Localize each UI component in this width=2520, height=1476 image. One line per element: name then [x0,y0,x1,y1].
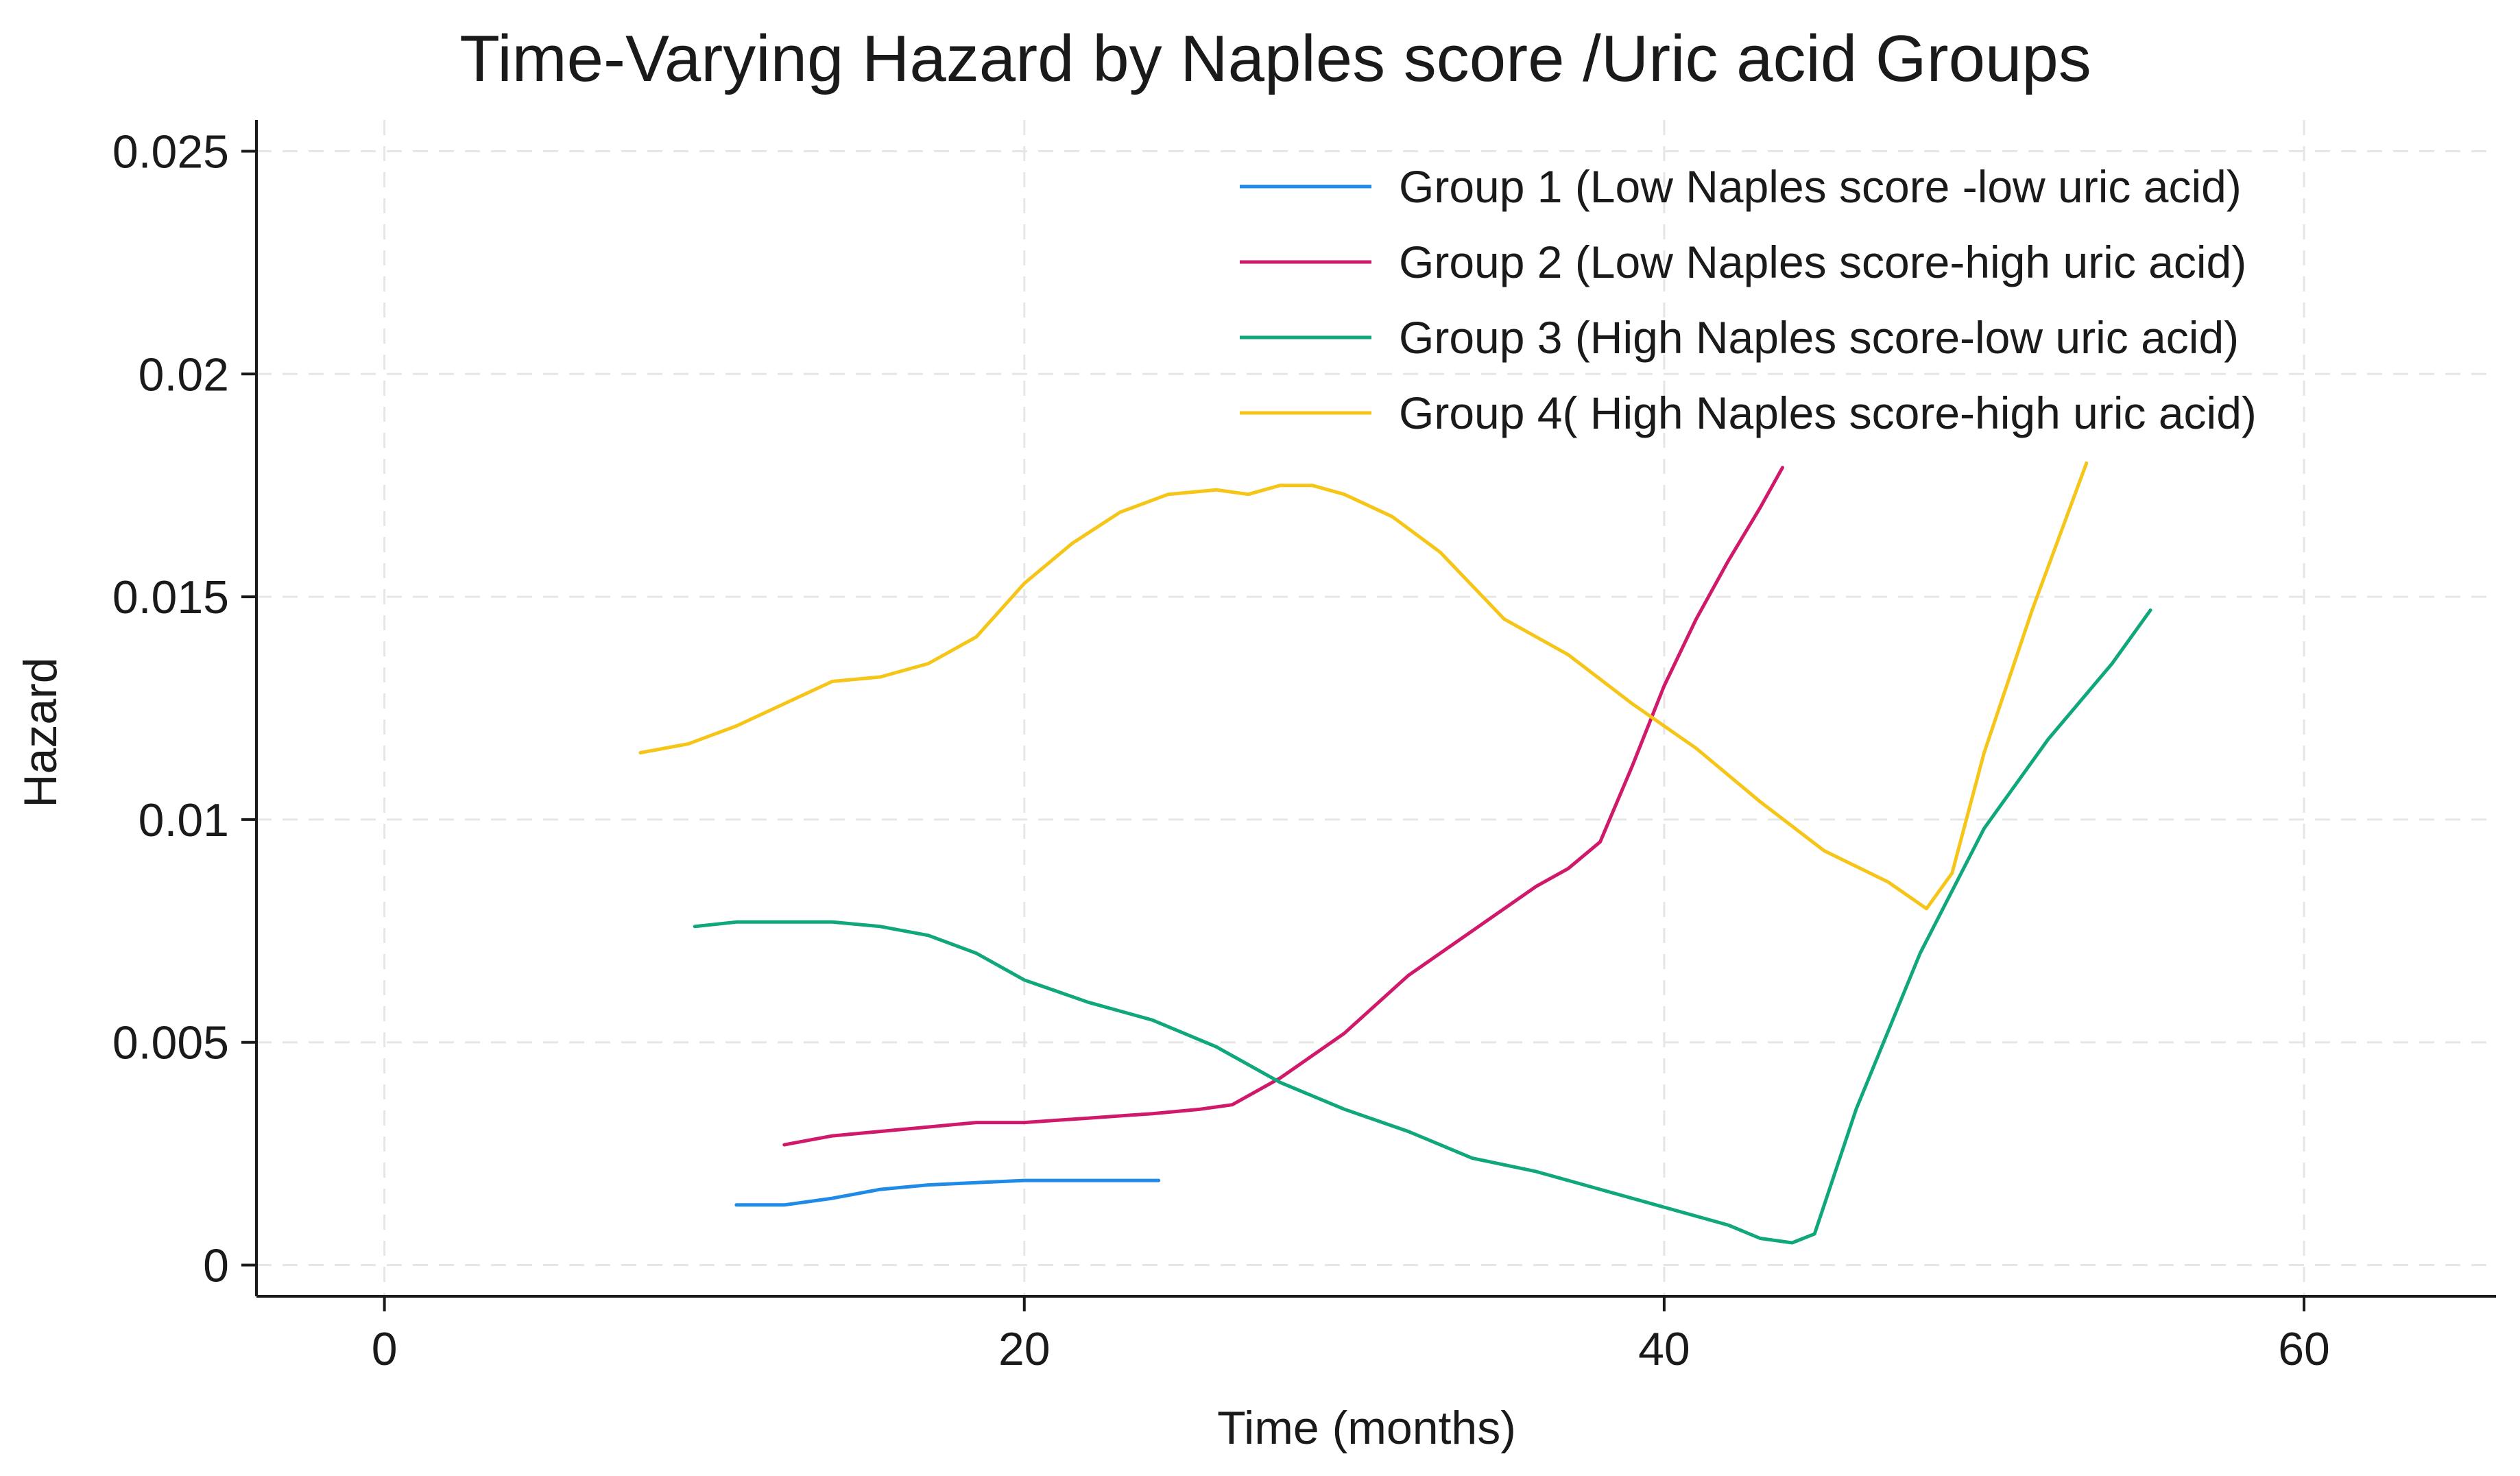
x-tick-label-3: 60 [2278,1323,2330,1375]
y-tick-label-0: 0 [203,1240,229,1292]
legend-label-group-3: Group 3 (High Naples score-low uric acid… [1399,312,2239,363]
x-tick-label-0: 0 [372,1323,398,1375]
x-axis-label: Time (months) [1217,1402,1516,1454]
series-line-group-1 [734,1178,1161,1207]
series-line-group-3 [693,608,2152,1245]
y-tick-label-3: 0.015 [112,571,229,623]
ticks: 0 0.005 0.01 0.015 0.02 0.025 0 20 40 60 [112,126,2330,1375]
legend-label-group-1: Group 1 (Low Naples score -low uric acid… [1399,161,2242,212]
legend: Group 1 (Low Naples score -low uric acid… [1240,161,2257,438]
legend-label-group-4: Group 4( High Naples score-high uric aci… [1399,388,2257,438]
series-line-group-4 [638,461,2089,911]
y-tick-label-1: 0.005 [112,1017,229,1069]
gridlines [256,120,2496,1296]
series-layer [638,461,2152,1245]
series-line-group-2 [782,466,1784,1147]
x-tick-label-2: 40 [1638,1323,1690,1375]
x-tick-label-1: 20 [998,1323,1051,1375]
chart-title: Time-Varying Hazard by Naples score /Uri… [459,22,2091,95]
axes [255,120,2496,1298]
y-tick-label-4: 0.02 [139,348,229,401]
y-axis-label: Hazard [14,657,67,807]
legend-label-group-2: Group 2 (Low Naples score-high uric acid… [1399,237,2246,287]
y-tick-label-5: 0.025 [112,126,229,178]
y-tick-label-2: 0.01 [139,794,229,846]
